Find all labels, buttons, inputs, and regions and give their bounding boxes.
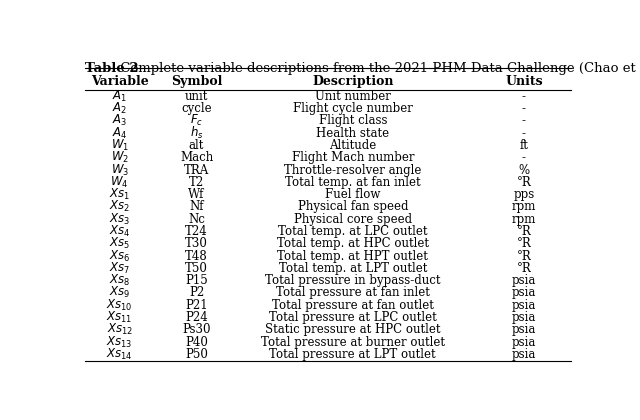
Text: $A_{2}$: $A_{2}$	[112, 101, 127, 116]
Text: Total temp. at HPC outlet: Total temp. at HPC outlet	[277, 237, 429, 250]
Text: $Xs_{13}$: $Xs_{13}$	[106, 335, 133, 350]
Text: Static pressure at HPC outlet: Static pressure at HPC outlet	[265, 323, 440, 336]
Text: $W_{2}$: $W_{2}$	[111, 150, 129, 165]
Text: $A_{3}$: $A_{3}$	[112, 113, 127, 129]
Text: Description: Description	[312, 75, 394, 88]
Text: P2: P2	[189, 286, 204, 299]
Text: Total pressure at fan outlet: Total pressure at fan outlet	[272, 299, 434, 312]
Text: $Xs_{11}$: $Xs_{11}$	[106, 310, 133, 325]
Text: °R: °R	[516, 262, 531, 275]
Text: alt: alt	[189, 139, 204, 152]
Text: T2: T2	[189, 176, 204, 189]
Text: Total temp. at LPT outlet: Total temp. at LPT outlet	[278, 262, 427, 275]
Text: Total temp. at LPC outlet: Total temp. at LPC outlet	[278, 225, 428, 238]
Text: pps: pps	[513, 188, 534, 201]
Text: Total pressure in bypass-duct: Total pressure in bypass-duct	[265, 274, 440, 287]
Text: Symbol: Symbol	[171, 75, 222, 88]
Text: Fuel flow: Fuel flow	[325, 188, 381, 201]
Text: $Xs_{7}$: $Xs_{7}$	[109, 261, 131, 276]
Text: T24: T24	[185, 225, 208, 238]
Text: Total pressure at fan inlet: Total pressure at fan inlet	[276, 286, 429, 299]
Text: -: -	[522, 114, 526, 127]
Text: Total pressure at burner outlet: Total pressure at burner outlet	[261, 336, 445, 349]
Text: Total pressure at LPT outlet: Total pressure at LPT outlet	[269, 348, 436, 361]
Text: $Xs_{9}$: $Xs_{9}$	[109, 286, 131, 300]
Text: -: -	[522, 127, 526, 140]
Text: Complete variable descriptions from the 2021 PHM Data Challenge (Chao et al. 202: Complete variable descriptions from the …	[116, 62, 640, 75]
Text: Flight Mach number: Flight Mach number	[292, 151, 414, 164]
Text: TRA: TRA	[184, 163, 209, 176]
Text: unit: unit	[185, 90, 208, 103]
Text: T50: T50	[185, 262, 208, 275]
Text: Physical core speed: Physical core speed	[294, 213, 412, 226]
Text: $Xs_{12}$: $Xs_{12}$	[106, 322, 133, 337]
Text: Mach: Mach	[180, 151, 213, 164]
Text: P21: P21	[185, 299, 208, 312]
Text: psia: psia	[512, 274, 536, 287]
Text: -: -	[522, 102, 526, 115]
Text: P24: P24	[185, 311, 208, 324]
Text: psia: psia	[512, 311, 536, 324]
Text: Variable: Variable	[91, 75, 148, 88]
Text: $W_{1}$: $W_{1}$	[111, 138, 129, 153]
Text: Units: Units	[505, 75, 543, 88]
Text: %: %	[518, 163, 529, 176]
Text: $W_{4}$: $W_{4}$	[111, 175, 129, 190]
Text: $W_{3}$: $W_{3}$	[111, 163, 129, 178]
Text: Ps30: Ps30	[182, 323, 211, 336]
Text: Table 2: Table 2	[85, 62, 139, 75]
Text: °R: °R	[516, 237, 531, 250]
Text: Total pressure at LPC outlet: Total pressure at LPC outlet	[269, 311, 436, 324]
Text: -: -	[522, 151, 526, 164]
Text: Total temp. at fan inlet: Total temp. at fan inlet	[285, 176, 420, 189]
Text: $Xs_{8}$: $Xs_{8}$	[109, 273, 131, 288]
Text: psia: psia	[512, 336, 536, 349]
Text: psia: psia	[512, 286, 536, 299]
Text: Nf: Nf	[189, 200, 204, 213]
Text: Throttle-resolver angle: Throttle-resolver angle	[284, 163, 422, 176]
Text: Physical fan speed: Physical fan speed	[298, 200, 408, 213]
Text: P40: P40	[185, 336, 208, 349]
Text: -: -	[522, 90, 526, 103]
Text: Unit number: Unit number	[315, 90, 391, 103]
Text: $Xs_{5}$: $Xs_{5}$	[109, 236, 131, 251]
Text: psia: psia	[512, 323, 536, 336]
Text: $Xs_{3}$: $Xs_{3}$	[109, 212, 131, 227]
Text: $Xs_{14}$: $Xs_{14}$	[106, 347, 133, 362]
Text: ft: ft	[520, 139, 529, 152]
Text: T48: T48	[185, 249, 208, 262]
Text: Total temp. at HPT outlet: Total temp. at HPT outlet	[277, 249, 428, 262]
Text: $Xs_{10}$: $Xs_{10}$	[106, 298, 133, 313]
Text: $A_{4}$: $A_{4}$	[112, 126, 127, 141]
Text: cycle: cycle	[181, 102, 212, 115]
Text: Health state: Health state	[316, 127, 389, 140]
Text: Nc: Nc	[188, 213, 205, 226]
Text: $h_{s}$: $h_{s}$	[190, 125, 204, 141]
Text: P50: P50	[185, 348, 208, 361]
Text: $A_{1}$: $A_{1}$	[112, 89, 127, 104]
Text: °R: °R	[516, 176, 531, 189]
Text: Flight cycle number: Flight cycle number	[293, 102, 413, 115]
Text: rpm: rpm	[512, 200, 536, 213]
Text: rpm: rpm	[512, 213, 536, 226]
Text: $Xs_{4}$: $Xs_{4}$	[109, 224, 131, 239]
Text: $Xs_{1}$: $Xs_{1}$	[109, 187, 131, 202]
Text: $Xs_{2}$: $Xs_{2}$	[109, 200, 130, 215]
Text: °R: °R	[516, 225, 531, 238]
Text: $Xs_{6}$: $Xs_{6}$	[109, 249, 131, 264]
Text: $F_{c}$: $F_{c}$	[190, 113, 203, 129]
Text: psia: psia	[512, 348, 536, 361]
Text: Altitude: Altitude	[329, 139, 376, 152]
Text: T30: T30	[185, 237, 208, 250]
Text: Flight class: Flight class	[319, 114, 387, 127]
Text: Wf: Wf	[188, 188, 205, 201]
Text: psia: psia	[512, 299, 536, 312]
Text: °R: °R	[516, 249, 531, 262]
Text: P15: P15	[185, 274, 208, 287]
